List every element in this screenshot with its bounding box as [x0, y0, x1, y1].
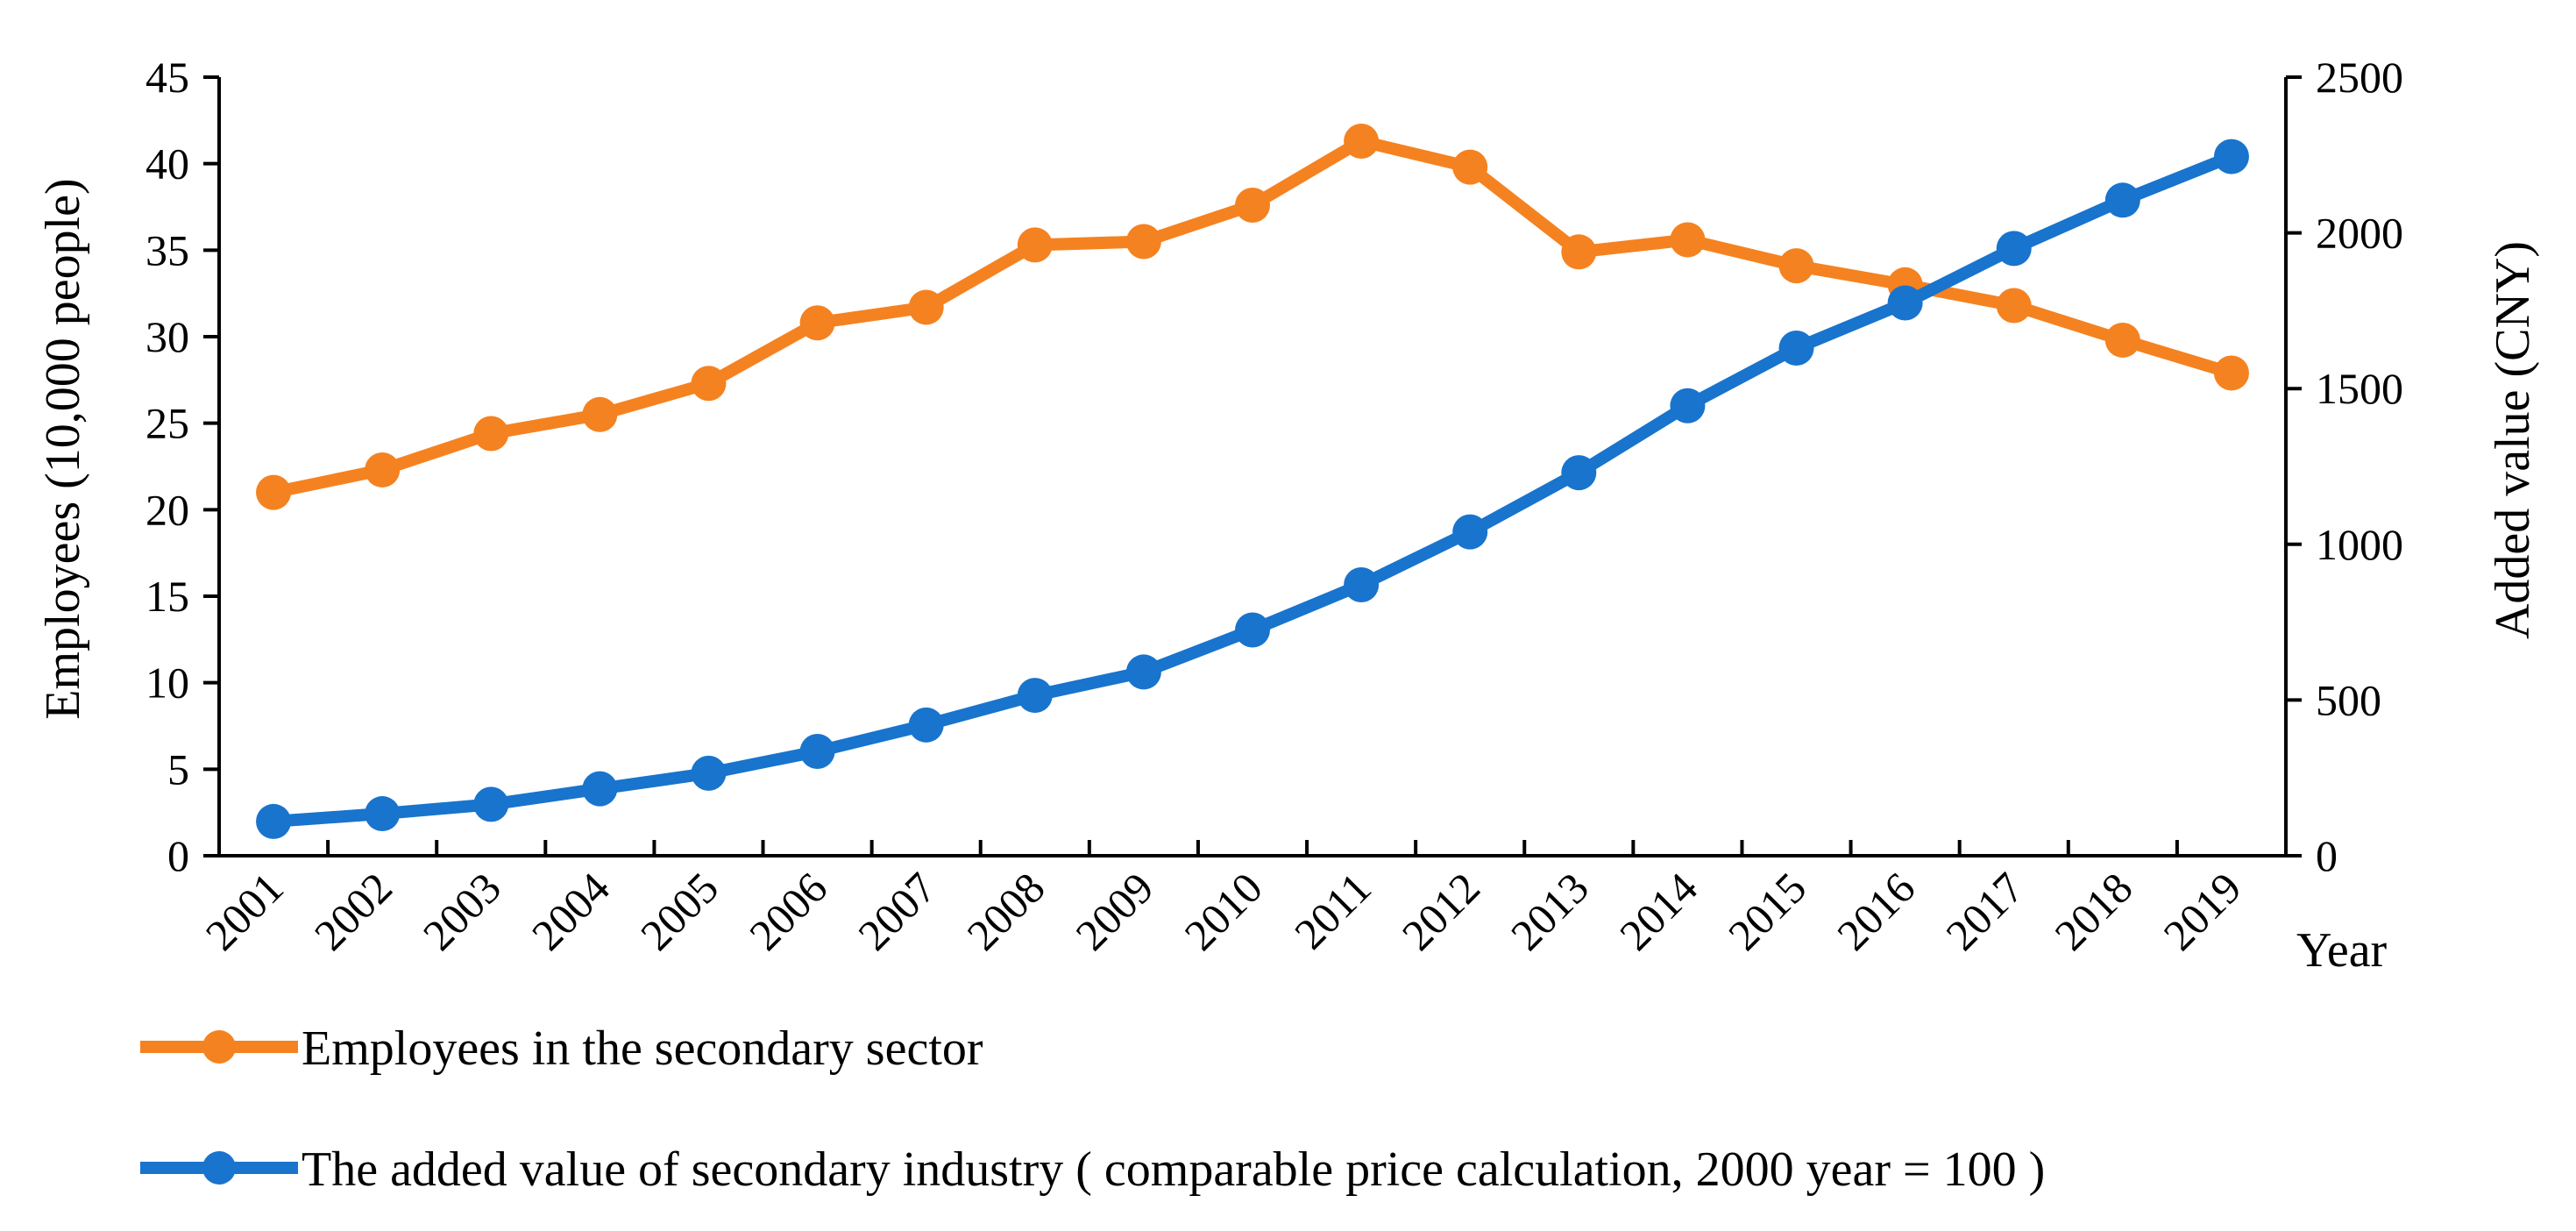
data-point	[365, 796, 401, 832]
left-y-tick-label: 0	[167, 831, 189, 880]
left-y-ticks: 0 5 10 15 20 25 30 35 40 45	[145, 53, 219, 880]
data-point	[1452, 514, 1488, 550]
data-point	[582, 771, 618, 807]
data-point	[1125, 654, 1161, 690]
data-point	[1561, 234, 1597, 270]
x-tick-label: 2007	[848, 863, 945, 959]
legend-item-employees: Employees in the secondary sector	[140, 1021, 983, 1076]
data-point	[1778, 248, 1814, 284]
axes-group	[217, 77, 2288, 857]
x-tick-label: 2004	[522, 863, 619, 959]
data-point	[365, 452, 401, 487]
right-y-tick-label: 2500	[2316, 53, 2403, 102]
data-point	[1778, 331, 1814, 366]
left-y-tick-label: 15	[145, 572, 189, 621]
data-point	[473, 416, 509, 452]
left-y-tick-label: 5	[167, 744, 189, 793]
legend-label-added-value: The added value of secondary industry ( …	[302, 1142, 2045, 1197]
left-y-tick-label: 40	[145, 139, 189, 189]
data-point	[1996, 288, 2032, 324]
right-y-tick-label: 1000	[2316, 520, 2403, 569]
legend-swatch-marker-employees	[202, 1030, 236, 1064]
left-y-tick-label: 20	[145, 485, 189, 534]
series-added-value	[256, 139, 2249, 839]
right-y-tick-label: 2000	[2316, 209, 2403, 258]
data-point	[473, 786, 509, 822]
x-tick-label: 2012	[1393, 863, 1489, 959]
left-y-tick-label: 10	[145, 658, 189, 708]
x-tick-label: 2010	[1174, 863, 1271, 959]
x-tick-label: 2009	[1066, 863, 1162, 959]
data-point	[1017, 227, 1053, 263]
legend: Employees in the secondary sector The ad…	[140, 1021, 2045, 1197]
series-layer	[256, 124, 2249, 839]
data-point	[1996, 231, 2032, 267]
data-point	[1125, 224, 1161, 260]
data-point	[1017, 678, 1053, 714]
data-point	[256, 474, 292, 510]
data-point	[1670, 222, 1706, 258]
left-y-tick-label: 45	[145, 53, 189, 102]
x-tick-label: 2014	[1610, 863, 1707, 959]
x-tick-label: 2015	[1719, 863, 1815, 959]
right-y-tick-label: 0	[2316, 831, 2338, 880]
data-point	[908, 707, 944, 743]
data-point	[1887, 285, 1923, 321]
series-line	[267, 150, 2238, 828]
left-y-tick-label: 35	[145, 225, 189, 274]
legend-item-added-value: The added value of secondary industry ( …	[140, 1142, 2045, 1197]
x-tick-label: 2002	[305, 863, 401, 959]
right-y-ticks: 0 500 1000 1500 2000 2500	[2286, 53, 2403, 880]
data-point	[1670, 388, 1706, 423]
data-point	[582, 396, 618, 432]
x-tick-label: 2016	[1827, 863, 1924, 959]
x-tick-label: 2019	[2154, 863, 2250, 959]
x-tick-label: 2008	[957, 863, 1054, 959]
data-point	[691, 366, 727, 402]
x-tick-label: 2001	[196, 863, 293, 959]
data-point	[1561, 455, 1597, 491]
x-axis-year-label: Year	[2296, 923, 2388, 978]
data-point	[2104, 182, 2140, 218]
data-point	[2104, 322, 2140, 358]
data-point	[2213, 355, 2249, 391]
series-employees	[256, 124, 2249, 510]
x-tick-label: 2011	[1285, 863, 1380, 958]
right-y-tick-label: 1500	[2316, 364, 2403, 413]
legend-label-employees: Employees in the secondary sector	[302, 1021, 983, 1076]
left-y-tick-label: 30	[145, 312, 189, 361]
legend-swatch-marker-added-value	[202, 1151, 236, 1185]
right-y-tick-label: 500	[2316, 675, 2381, 724]
x-tick-label: 2003	[414, 863, 510, 959]
x-tick-label: 2005	[631, 863, 727, 959]
data-point	[256, 803, 292, 839]
x-ticks: 2001 2002 2003 2004 2005 2006 2007 2008 2009 2010…	[196, 840, 2288, 959]
x-tick-label: 2017	[1936, 863, 2033, 959]
left-y-axis-title: Employees (10,000 people)	[36, 178, 90, 719]
data-point	[1235, 612, 1270, 648]
x-tick-label: 2013	[1501, 863, 1598, 959]
right-y-axis-title: Added value (CNY)	[2486, 241, 2540, 639]
x-tick-label: 2006	[740, 863, 836, 959]
data-point	[799, 305, 835, 341]
data-point	[799, 734, 835, 770]
x-tick-label: 2018	[2045, 863, 2141, 959]
data-point	[1235, 188, 1270, 224]
data-point	[1344, 566, 1380, 602]
left-y-tick-label: 25	[145, 399, 189, 448]
data-point	[1452, 149, 1488, 185]
data-point	[1344, 124, 1380, 160]
data-point	[691, 755, 727, 791]
data-point	[2213, 139, 2249, 174]
data-point	[908, 289, 944, 325]
